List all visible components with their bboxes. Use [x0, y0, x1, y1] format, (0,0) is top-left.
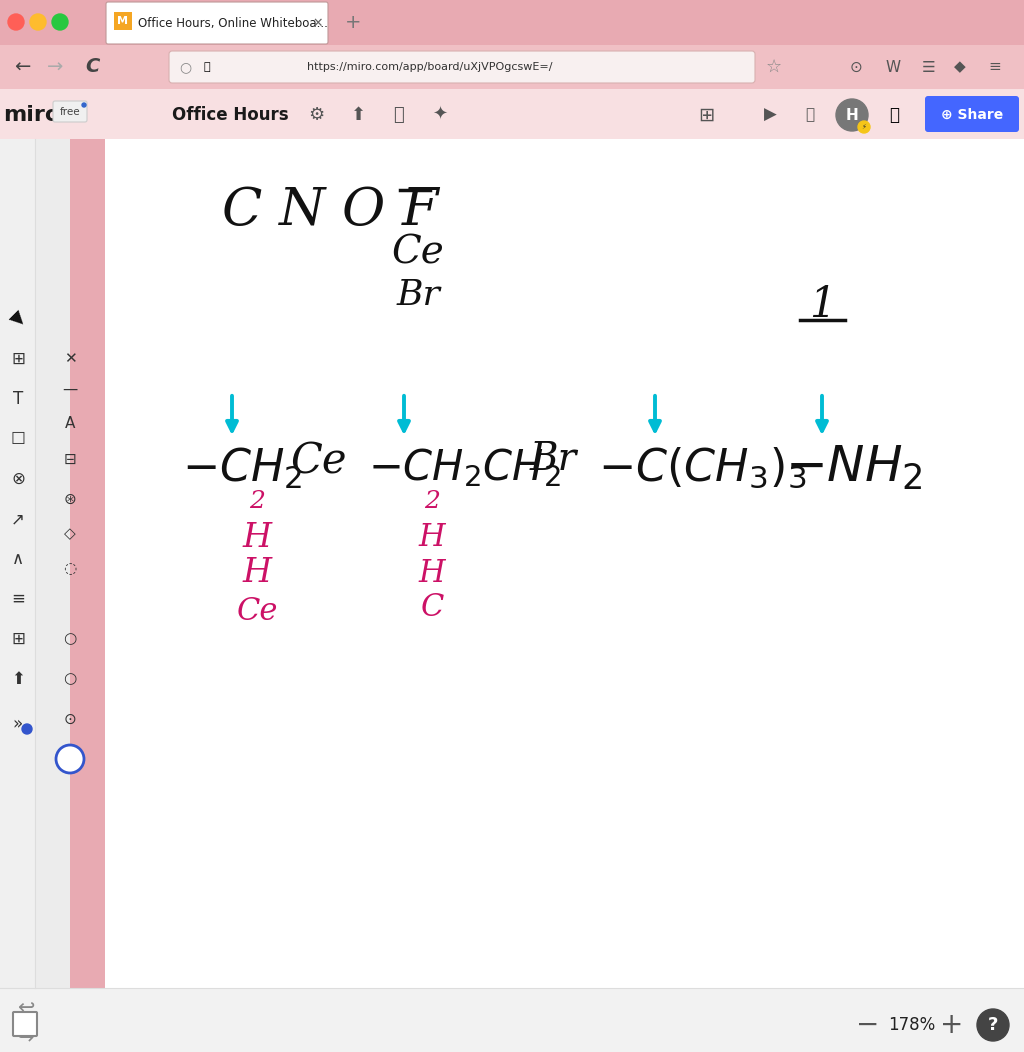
Text: ≡: ≡: [11, 590, 25, 608]
Text: ⊙: ⊙: [63, 711, 77, 727]
Text: $-C(CH_3)_3$: $-C(CH_3)_3$: [598, 446, 806, 490]
Text: 🖊: 🖊: [806, 107, 814, 122]
FancyBboxPatch shape: [53, 101, 87, 122]
Text: H: H: [846, 107, 858, 122]
Text: ⚙: ⚙: [308, 106, 324, 124]
Text: ↗: ↗: [11, 510, 25, 528]
FancyBboxPatch shape: [925, 96, 1019, 132]
Text: ▶: ▶: [7, 308, 30, 330]
Bar: [35, 139, 70, 1052]
Text: ∧: ∧: [12, 550, 24, 568]
Circle shape: [56, 745, 84, 773]
Text: ⊞: ⊞: [11, 630, 25, 648]
Text: ⊞: ⊞: [11, 350, 25, 368]
Text: Ce: Ce: [290, 441, 346, 483]
Text: miro: miro: [3, 105, 60, 125]
Text: $-NH_2$: $-NH_2$: [785, 443, 923, 492]
Text: 🔒: 🔒: [204, 62, 211, 72]
Text: ↪: ↪: [17, 1028, 35, 1048]
Text: »: »: [13, 715, 24, 733]
Text: C: C: [85, 58, 99, 77]
FancyBboxPatch shape: [13, 1012, 37, 1036]
Text: ▶: ▶: [764, 106, 776, 124]
Text: ⊛: ⊛: [63, 491, 77, 506]
Circle shape: [30, 14, 46, 31]
Text: —: —: [62, 382, 78, 397]
Circle shape: [858, 121, 870, 133]
Text: ⚡: ⚡: [861, 124, 866, 130]
Circle shape: [52, 14, 68, 31]
Text: Br: Br: [530, 442, 578, 479]
Bar: [114, 12, 132, 31]
Bar: [0, 89, 1024, 139]
Text: $-CH_2CH_2$: $-CH_2CH_2$: [368, 446, 561, 489]
Text: 1: 1: [809, 284, 836, 326]
Text: ?: ?: [988, 1016, 998, 1034]
Text: T: T: [13, 390, 24, 408]
Text: ⊕ Share: ⊕ Share: [941, 108, 1004, 122]
Text: ⊗: ⊗: [11, 470, 25, 488]
Text: $-CH_2$: $-CH_2$: [182, 445, 302, 490]
Text: ☆: ☆: [766, 58, 782, 76]
Text: ○: ○: [63, 671, 77, 687]
Text: Office Hours: Office Hours: [172, 106, 289, 124]
Text: Office Hours, Online Whiteboa...: Office Hours, Online Whiteboa...: [138, 17, 328, 29]
Text: ◌: ◌: [63, 562, 77, 576]
Text: ⊞: ⊞: [697, 105, 714, 124]
Text: ≡: ≡: [988, 60, 1001, 75]
Text: ☰: ☰: [923, 60, 936, 75]
FancyBboxPatch shape: [169, 50, 755, 83]
Text: C: C: [420, 592, 443, 624]
Text: ⬆: ⬆: [11, 670, 25, 688]
Text: M: M: [118, 16, 128, 26]
Bar: [0, 45, 1024, 89]
Text: A: A: [65, 417, 75, 431]
Text: →: →: [47, 58, 63, 77]
Text: 2: 2: [249, 490, 265, 513]
Text: ◇: ◇: [65, 526, 76, 542]
Text: H: H: [243, 557, 271, 589]
Text: ⊟: ⊟: [63, 451, 77, 466]
Text: ○: ○: [179, 60, 191, 74]
Text: Br: Br: [396, 278, 440, 312]
Text: Ce: Ce: [391, 235, 444, 271]
Text: ⬆: ⬆: [350, 106, 366, 124]
FancyBboxPatch shape: [106, 2, 328, 44]
Circle shape: [977, 1009, 1009, 1041]
Text: +: +: [345, 14, 361, 33]
Text: ✕: ✕: [63, 351, 77, 366]
Text: H: H: [419, 558, 445, 588]
Text: 178%: 178%: [889, 1016, 936, 1034]
Text: https://miro.com/app/board/uXjVPOgcswE=/: https://miro.com/app/board/uXjVPOgcswE=/: [307, 62, 553, 72]
Bar: [0, 0, 1024, 45]
Text: 2: 2: [424, 490, 440, 513]
Circle shape: [22, 724, 32, 734]
Text: ✕: ✕: [312, 17, 324, 29]
Text: W: W: [886, 60, 900, 75]
Text: ◆: ◆: [954, 60, 966, 75]
Text: −: −: [856, 1011, 880, 1039]
Text: ↩: ↩: [17, 998, 35, 1018]
Bar: [0, 139, 35, 1052]
Bar: [105, 139, 1024, 991]
Circle shape: [82, 103, 86, 107]
Text: H: H: [419, 523, 445, 553]
Bar: [0, 988, 1024, 1052]
Circle shape: [836, 99, 868, 132]
Text: free: free: [59, 107, 80, 117]
Text: ⊙: ⊙: [850, 60, 862, 75]
Text: +: +: [940, 1011, 964, 1039]
Circle shape: [8, 14, 24, 31]
Text: 🔔: 🔔: [889, 106, 899, 124]
Text: ←: ←: [13, 58, 30, 77]
Text: ✦: ✦: [432, 106, 447, 124]
Text: ○: ○: [63, 631, 77, 647]
Text: 🔍: 🔍: [393, 106, 404, 124]
Text: ☐: ☐: [10, 430, 26, 448]
Text: Ce: Ce: [237, 596, 278, 627]
Text: H: H: [243, 522, 271, 554]
Text: C N O F: C N O F: [221, 184, 438, 236]
